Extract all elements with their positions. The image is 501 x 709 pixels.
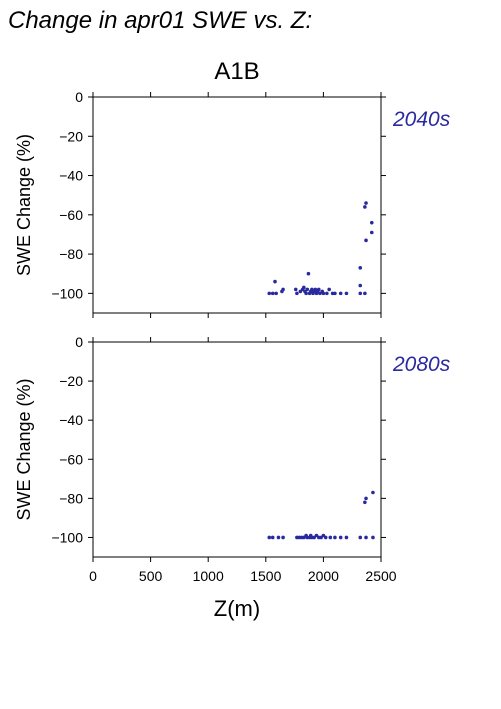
data-point <box>267 291 272 296</box>
data-point <box>267 535 272 540</box>
data-point <box>338 535 343 540</box>
y-tick-label: −100 <box>51 285 83 301</box>
chart-title: Change in apr01 SWE vs. Z: <box>8 7 312 34</box>
data-point <box>304 291 308 296</box>
y-tick-label: −40 <box>59 412 83 428</box>
panel-2040s: 0 −20 −40 −60 −80 −100 SWE Change (%) 2040s <box>14 89 451 318</box>
data-point <box>344 291 349 296</box>
y-tick-label: 0 <box>75 89 83 105</box>
data-point <box>371 535 375 540</box>
data-point <box>323 535 328 540</box>
data-point <box>358 266 363 270</box>
data-point <box>364 201 368 205</box>
data-point <box>306 271 311 276</box>
x-tick-label: 1000 <box>193 568 224 584</box>
data-point <box>358 291 363 296</box>
y-axis-label: SWE Change (%) <box>14 378 34 520</box>
x-tick-label: 1500 <box>250 568 281 584</box>
data-point <box>333 535 337 540</box>
panel-label: 2040s <box>392 108 451 131</box>
data-point <box>273 279 277 284</box>
data-point <box>328 535 333 540</box>
data-point <box>364 535 368 540</box>
data-point <box>295 291 299 296</box>
data-point <box>274 291 278 296</box>
plot-panels: 0 −20 −40 −60 −80 −100 SWE Change (%) 2040s 0 −20… <box>14 89 451 584</box>
data-point <box>270 291 275 296</box>
data-point <box>270 535 275 540</box>
data-point <box>302 285 306 290</box>
data-point <box>363 500 367 505</box>
y-tick-label: −60 <box>59 207 83 223</box>
x-tick-label: 2000 <box>308 568 339 584</box>
data-point <box>305 287 310 292</box>
data-point <box>316 287 321 292</box>
data-point <box>371 490 375 495</box>
data-point <box>325 291 329 296</box>
data-point <box>364 496 368 501</box>
data-point <box>369 230 374 235</box>
data-point <box>281 535 285 540</box>
data-point <box>338 291 343 296</box>
data-point <box>358 283 363 288</box>
y-tick-label: −40 <box>59 168 83 184</box>
y-tick-label: −20 <box>59 128 83 144</box>
plot-frame <box>92 341 382 558</box>
panel-label: 2080s <box>392 353 451 376</box>
data-point <box>281 287 285 292</box>
data-point <box>363 291 367 296</box>
data-point <box>363 205 367 209</box>
y-tick-label: −60 <box>59 451 83 467</box>
x-axis-label: Z(m) <box>214 596 260 621</box>
x-tick-label: 0 <box>89 568 97 584</box>
chart-subtitle: A1B <box>214 58 259 85</box>
y-tick-label: −80 <box>59 246 83 262</box>
data-point <box>293 287 298 292</box>
y-tick-label: −20 <box>59 373 83 389</box>
x-tick-label: 2500 <box>365 568 396 584</box>
data-point <box>327 287 331 292</box>
data-point <box>321 291 326 296</box>
y-tick-label: 0 <box>75 334 83 350</box>
y-tick-label: −100 <box>51 529 83 545</box>
data-point <box>364 238 368 243</box>
panel-2080s: 0 −20 −40 −60 −80 −100 SWE Change (%) 2080s 0 500… <box>14 334 451 584</box>
data-point <box>358 535 363 540</box>
x-tick-label: 500 <box>139 568 163 584</box>
y-axis-label: SWE Change (%) <box>14 134 34 276</box>
data-point <box>369 220 374 225</box>
data-point <box>333 291 337 296</box>
plot-frame <box>92 96 382 314</box>
data-point <box>276 535 281 540</box>
y-tick-label: −80 <box>59 490 83 506</box>
data-point <box>344 535 349 540</box>
